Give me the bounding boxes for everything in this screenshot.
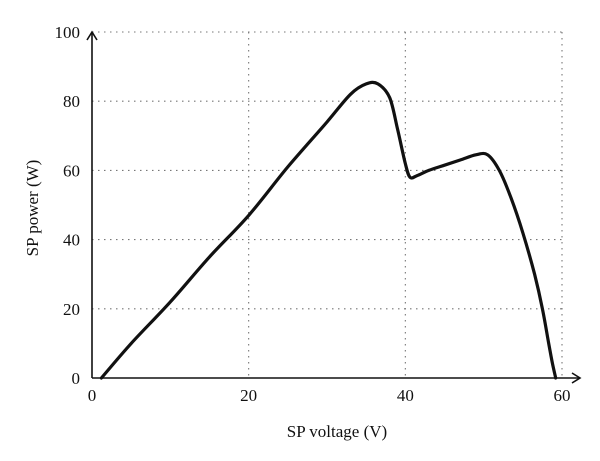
y-tick-label-100: 100: [55, 23, 81, 42]
y-tick-label-0: 0: [72, 369, 81, 388]
power-curve-line: [99, 80, 558, 380]
y-tick-label-60: 60: [63, 161, 80, 180]
y-axis-label: SP power (W): [23, 160, 42, 257]
x-axis-arrowhead: [571, 372, 582, 384]
y-tick-label-80: 80: [63, 92, 80, 111]
x-tick-label-60: 60: [554, 386, 571, 405]
x-tick-label-0: 0: [88, 386, 97, 405]
x-tick-labels: 0 20 40 60: [88, 386, 571, 405]
y-tick-label-20: 20: [63, 300, 80, 319]
y-axis-arrowhead: [86, 30, 98, 41]
axes: [86, 30, 582, 384]
y-tick-labels: 0 20 40 60 80 100: [55, 23, 81, 388]
x-axis-label: SP voltage (V): [287, 422, 387, 441]
x-tick-label-20: 20: [240, 386, 257, 405]
x-tick-label-40: 40: [397, 386, 414, 405]
y-tick-label-40: 40: [63, 231, 80, 250]
grid-lines: [92, 31, 563, 378]
